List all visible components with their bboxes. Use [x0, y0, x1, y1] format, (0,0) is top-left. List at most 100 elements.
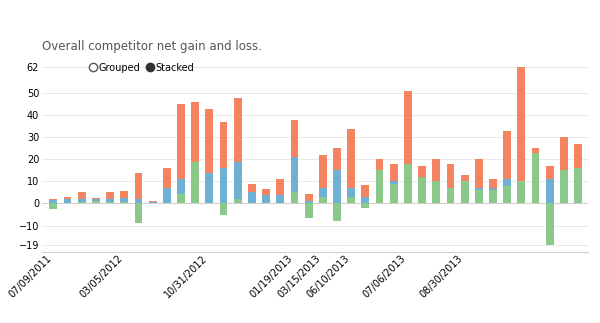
Bar: [461, 188, 469, 203]
Bar: [546, 203, 554, 245]
Bar: [220, 203, 227, 214]
Bar: [390, 164, 398, 203]
Bar: [489, 188, 497, 203]
Bar: [234, 98, 242, 203]
Bar: [333, 171, 341, 203]
Bar: [305, 203, 313, 218]
Bar: [92, 199, 100, 203]
Bar: [361, 203, 369, 208]
Bar: [517, 67, 525, 203]
Legend: Grouped, Stacked: Grouped, Stacked: [91, 63, 194, 73]
Bar: [290, 120, 298, 203]
Bar: [106, 199, 114, 203]
Bar: [418, 177, 426, 203]
Bar: [390, 184, 398, 203]
Bar: [546, 166, 554, 203]
Bar: [277, 179, 284, 203]
Bar: [220, 122, 227, 203]
Bar: [177, 179, 185, 203]
Bar: [489, 179, 497, 203]
Bar: [376, 184, 383, 203]
Bar: [418, 166, 426, 203]
Bar: [277, 195, 284, 203]
Bar: [532, 149, 539, 203]
Bar: [64, 197, 71, 203]
Bar: [78, 199, 86, 203]
Bar: [532, 188, 539, 203]
Bar: [446, 188, 454, 203]
Bar: [262, 189, 270, 203]
Bar: [234, 162, 242, 203]
Bar: [191, 102, 199, 203]
Bar: [347, 188, 355, 203]
Bar: [290, 157, 298, 203]
Bar: [234, 199, 242, 203]
Bar: [461, 182, 469, 203]
Bar: [461, 175, 469, 203]
Bar: [121, 191, 128, 203]
Bar: [546, 179, 554, 203]
Text: Overall competitor net gain and loss.: Overall competitor net gain and loss.: [42, 40, 262, 53]
Bar: [305, 193, 313, 203]
Bar: [517, 182, 525, 203]
Bar: [49, 199, 57, 203]
Bar: [149, 201, 157, 203]
Bar: [433, 186, 440, 203]
Bar: [503, 131, 511, 203]
Bar: [532, 153, 539, 203]
Bar: [49, 200, 57, 203]
Bar: [305, 201, 313, 203]
Bar: [347, 197, 355, 203]
Bar: [475, 190, 483, 203]
Bar: [404, 164, 412, 203]
Bar: [92, 201, 100, 203]
Bar: [134, 203, 142, 223]
Bar: [433, 182, 440, 203]
Bar: [177, 193, 185, 203]
Bar: [446, 164, 454, 203]
Bar: [560, 193, 568, 203]
Bar: [106, 193, 114, 203]
Bar: [78, 193, 86, 203]
Bar: [333, 203, 341, 221]
Bar: [205, 173, 213, 203]
Bar: [376, 171, 383, 203]
Bar: [503, 186, 511, 203]
Bar: [333, 149, 341, 203]
Bar: [475, 160, 483, 203]
Bar: [433, 160, 440, 203]
Bar: [404, 91, 412, 203]
Bar: [361, 197, 369, 203]
Bar: [191, 186, 199, 203]
Bar: [121, 198, 128, 203]
Bar: [475, 188, 483, 203]
Bar: [205, 109, 213, 203]
Bar: [262, 195, 270, 203]
Bar: [163, 188, 171, 203]
Bar: [574, 168, 582, 203]
Bar: [319, 188, 327, 203]
Bar: [248, 193, 256, 203]
Bar: [560, 171, 568, 203]
Bar: [404, 184, 412, 203]
Bar: [574, 144, 582, 203]
Bar: [560, 137, 568, 203]
Bar: [376, 160, 383, 203]
Bar: [290, 193, 298, 203]
Bar: [489, 190, 497, 203]
Bar: [347, 129, 355, 203]
Bar: [517, 182, 525, 203]
Bar: [134, 199, 142, 203]
Bar: [248, 184, 256, 203]
Bar: [49, 203, 57, 209]
Bar: [446, 188, 454, 203]
Bar: [191, 162, 199, 203]
Bar: [177, 104, 185, 203]
Bar: [92, 198, 100, 203]
Bar: [390, 182, 398, 203]
Bar: [319, 197, 327, 203]
Bar: [503, 179, 511, 203]
Bar: [134, 173, 142, 203]
Bar: [418, 186, 426, 203]
Bar: [574, 190, 582, 203]
